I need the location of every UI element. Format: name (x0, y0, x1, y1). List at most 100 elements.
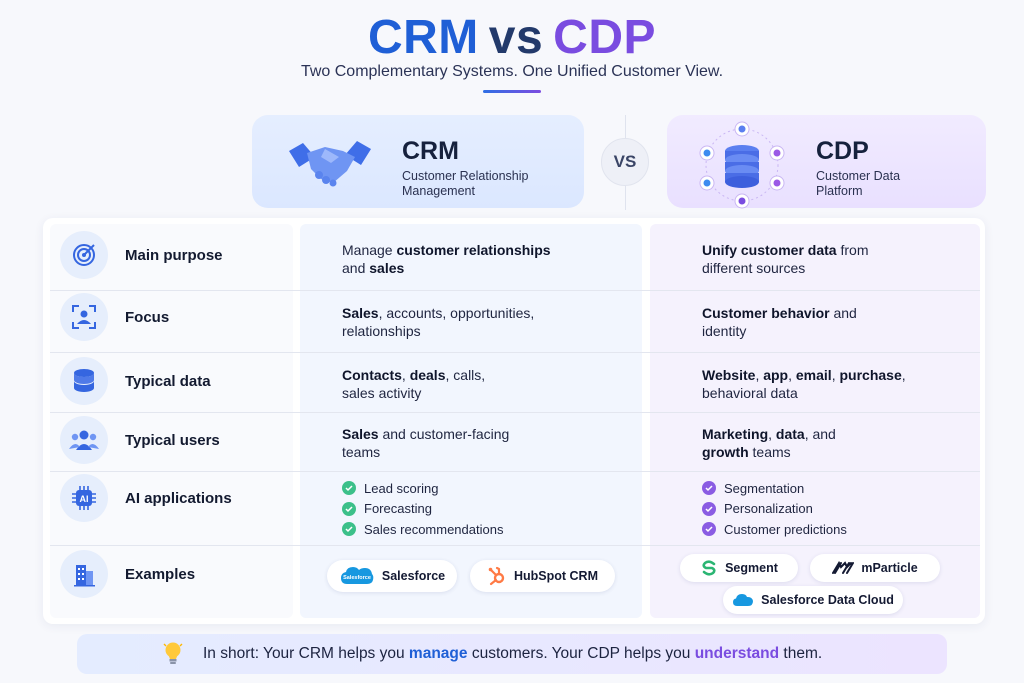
row-label-main-purpose: Main purpose (60, 231, 223, 279)
row-divider (50, 352, 980, 353)
cell-bold: app (763, 367, 789, 383)
cell-bold: Customer behavior (702, 305, 830, 321)
list-item-text: Personalization (724, 501, 813, 517)
row-label-text: Examples (125, 565, 196, 583)
database-icon (60, 357, 108, 405)
check-icon (702, 481, 716, 496)
check-icon (702, 522, 716, 537)
list-item: Sales recommendations (342, 519, 503, 540)
cdp-card-title: CDP (816, 137, 869, 165)
handshake-icon (285, 135, 375, 195)
cell-bold: purchase (839, 367, 902, 383)
row-label-typical-users: Typical users (60, 416, 220, 464)
user-focus-icon (60, 293, 108, 341)
target-icon (60, 231, 108, 279)
list-item-text: Segmentation (724, 480, 805, 496)
list-item: Forecasting (342, 499, 503, 520)
cell-text: from (836, 242, 869, 258)
example-name: Segment (725, 561, 778, 575)
cell-bold: data (775, 426, 805, 442)
list-item-text: Lead scoring (364, 480, 439, 496)
crm-card-subtitle-2: Management (402, 184, 475, 198)
row-label-focus: Focus (60, 293, 169, 341)
cell-text: , (755, 367, 764, 383)
cell-text: identity (702, 323, 747, 339)
cell-text: , calls, (445, 367, 486, 383)
cell-text: , (831, 367, 840, 383)
cell-text: Manage (342, 242, 397, 258)
title-underline (483, 90, 541, 93)
summary-text: In short: Your CRM helps you manage cust… (203, 645, 822, 663)
cell-text: teams (748, 444, 791, 460)
crm-card-title: CRM (402, 137, 459, 165)
cell-text: behavioral data (702, 385, 798, 401)
cell-text: , (788, 367, 796, 383)
users-icon (60, 416, 108, 464)
crm-main-purpose: Manage customer relationships and sales (342, 241, 612, 277)
building-icon (60, 550, 108, 598)
cell-text: sales activity (342, 385, 422, 401)
row-divider (50, 471, 980, 472)
cdp-typical-data: Website, app, email, purchase, behaviora… (702, 366, 972, 402)
summary-prefix: In short: Your CRM helps you (203, 645, 409, 662)
cdp-card-subtitle-2: Platform (816, 184, 863, 198)
crm-card-subtitle-1: Customer Relationship (402, 169, 529, 183)
title-vs: vs (488, 11, 544, 64)
salesforce-logo-icon: Salesforce (339, 564, 375, 588)
cell-bold: Marketing (702, 426, 769, 442)
cell-text: and customer-facing (378, 426, 510, 442)
svg-text:Salesforce: Salesforce (343, 575, 371, 581)
row-label-text: Main purpose (125, 246, 223, 264)
row-label-ai-applications: AI AI applications (60, 474, 232, 522)
row-label-text: AI applications (125, 489, 232, 507)
summary-suffix: them. (779, 645, 823, 662)
crm-focus: Sales, accounts, opportunities, relation… (342, 304, 612, 340)
example-name: HubSpot CRM (513, 569, 598, 583)
row-label-text: Focus (125, 308, 170, 326)
example-name: mParticle (861, 561, 918, 575)
example-salesforce: Salesforce Salesforce (327, 560, 457, 592)
row-divider (50, 290, 980, 291)
cloud-logo-icon (732, 593, 754, 607)
check-icon (342, 522, 356, 537)
cell-bold: Contacts (342, 367, 402, 383)
cdp-ai-list: Segmentation Personalization Customer pr… (702, 478, 847, 540)
hubspot-logo-icon (487, 566, 507, 586)
cdp-column (650, 224, 980, 618)
cdp-main-purpose: Unify customer data from different sourc… (702, 241, 972, 277)
row-divider (50, 545, 980, 546)
check-icon (342, 501, 356, 516)
cdp-card-subtitle-1: Customer Data (816, 169, 901, 183)
ai-chip-icon: AI (60, 474, 108, 522)
cdp-typical-users: Marketing, data, and growth teams (702, 425, 972, 461)
summary-middle: customers. Your CDP helps you (467, 645, 695, 662)
cell-text: , (401, 367, 410, 383)
cell-bold: growth (702, 444, 749, 460)
row-label-typical-data: Typical data (60, 357, 211, 405)
example-name: Salesforce Data Cloud (761, 593, 894, 607)
example-name: Salesforce (381, 569, 446, 583)
example-mparticle: mParticle (810, 554, 940, 582)
cell-bold: email (795, 367, 832, 383)
vs-badge: VS (601, 138, 649, 186)
segment-logo-icon (700, 559, 718, 577)
crm-ai-list: Lead scoring Forecasting Sales recommend… (342, 478, 503, 540)
cell-text: teams (342, 444, 381, 460)
cdp-focus: Customer behavior and identity (702, 304, 972, 340)
list-item: Segmentation (702, 478, 847, 499)
lightbulb-icon (163, 641, 183, 672)
cell-text: , accounts, opportunities, (378, 305, 535, 321)
row-label-examples: Examples (60, 550, 195, 598)
database-network-icon (697, 121, 797, 214)
page-title: CRM vs CDP (0, 10, 1024, 65)
cdp-header-card: CDP Customer Data Platform (667, 115, 986, 209)
cell-text: relationships (342, 323, 421, 339)
cell-text: and (829, 305, 857, 321)
list-item-text: Customer predictions (724, 521, 847, 537)
page-subtitle: Two Complementary Systems. One Unified C… (300, 63, 724, 80)
cell-text: and (342, 260, 370, 276)
list-item: Personalization (702, 499, 847, 520)
cell-text: , (768, 426, 776, 442)
mparticle-logo-icon (832, 561, 855, 575)
list-item: Customer predictions (702, 519, 847, 540)
